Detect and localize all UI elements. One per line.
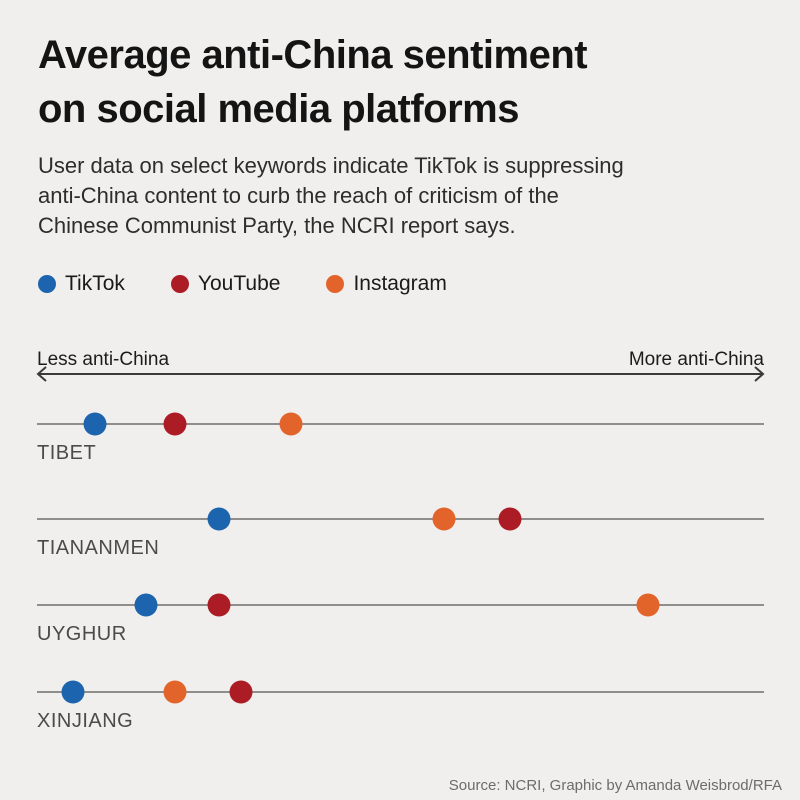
- category-label: TIANANMEN: [37, 537, 160, 559]
- row-line: [37, 412, 764, 436]
- subtitle: User data on select keywords indicate Ti…: [38, 151, 624, 241]
- subtitle-line-2: anti-China content to curb the reach of …: [38, 183, 559, 208]
- title-line-2: on social media platforms: [38, 87, 519, 131]
- row-line: [37, 507, 764, 531]
- page-title: Average anti-China sentiment on social m…: [38, 28, 588, 136]
- chart-row-uyghur: UYGHUR: [37, 593, 764, 646]
- title-line-1: Average anti-China sentiment: [38, 33, 588, 77]
- data-point-tiktok: [134, 593, 158, 617]
- data-point-tiktok: [61, 680, 85, 704]
- axis-labels: Less anti-China More anti-China: [37, 349, 764, 371]
- row-line: [37, 680, 764, 704]
- data-point-youtube: [229, 680, 253, 704]
- legend-item-youtube: YouTube: [170, 272, 281, 296]
- instagram-dot-icon: [326, 275, 345, 293]
- row-line: [37, 593, 764, 617]
- data-point-youtube: [163, 412, 187, 436]
- axis-label-more: More anti-China: [628, 349, 764, 370]
- source-credit: Source: NCRI, Graphic by Amanda Weisbrod…: [448, 777, 782, 794]
- chart-row-tibet: TIBET: [37, 412, 764, 465]
- axis-arrow-icon: [35, 366, 766, 387]
- legend-item-tiktok: TikTok: [38, 272, 125, 296]
- legend: TikTok YouTube Instagram: [38, 271, 447, 297]
- data-point-instagram: [636, 593, 660, 617]
- category-label: XINJIANG: [37, 710, 134, 732]
- axis-label-less: Less anti-China: [37, 349, 170, 370]
- subtitle-line-3: Chinese Communist Party, the NCRI report…: [38, 213, 516, 238]
- chart-row-xinjiang: XINJIANG: [37, 680, 764, 733]
- category-label: UYGHUR: [37, 623, 127, 645]
- data-point-tiktok: [83, 412, 107, 436]
- tiktok-dot-icon: [38, 275, 56, 293]
- legend-label: YouTube: [197, 272, 281, 295]
- chart-row-tiananmen: TIANANMEN: [37, 507, 764, 560]
- legend-item-instagram: Instagram: [326, 272, 447, 296]
- data-point-youtube: [498, 507, 522, 531]
- data-point-instagram: [432, 507, 456, 531]
- youtube-dot-icon: [170, 275, 189, 293]
- data-point-youtube: [207, 593, 231, 617]
- data-point-instagram: [279, 412, 303, 436]
- category-label: TIBET: [37, 442, 97, 464]
- subtitle-line-1: User data on select keywords indicate Ti…: [38, 153, 624, 178]
- legend-label: Instagram: [353, 272, 447, 295]
- data-point-tiktok: [207, 507, 231, 531]
- legend-label: TikTok: [65, 272, 125, 295]
- data-point-instagram: [163, 680, 187, 704]
